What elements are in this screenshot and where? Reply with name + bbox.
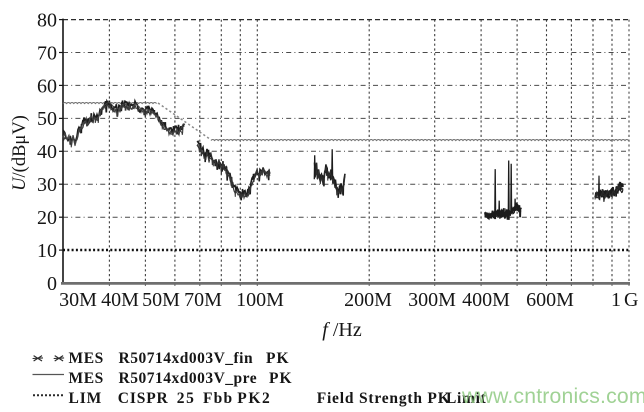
svg-text:70M: 70M [184, 289, 222, 311]
svg-text:20: 20 [37, 207, 57, 229]
svg-text:Limit: Limit [446, 390, 487, 407]
svg-text:PK: PK [266, 350, 290, 367]
svg-text:R50714xd003V_fin: R50714xd003V_fin [119, 350, 254, 367]
svg-text:100M: 100M [236, 289, 284, 311]
svg-text:40: 40 [37, 141, 57, 163]
svg-text:10: 10 [37, 240, 57, 262]
svg-text:R50714xd003V_pre: R50714xd003V_pre [119, 370, 258, 387]
svg-text:50: 50 [37, 108, 57, 130]
svg-text:PK: PK [269, 370, 293, 387]
svg-text:f /Hz: f /Hz [322, 319, 362, 341]
svg-text:1G: 1G [611, 289, 641, 311]
svg-text:300M: 300M [408, 289, 456, 311]
svg-text:Field Strength PK: Field Strength PK [317, 390, 451, 407]
svg-text:70: 70 [37, 42, 57, 64]
svg-text:600M: 600M [526, 289, 574, 311]
svg-text:Fbb: Fbb [203, 390, 233, 407]
svg-text:400M: 400M [462, 289, 510, 311]
svg-text:U/(dBμV): U/(dBμV) [10, 115, 30, 191]
svg-text:30: 30 [37, 174, 57, 196]
svg-text:40M: 40M [101, 289, 139, 311]
svg-text:0: 0 [47, 273, 57, 295]
svg-text:MES: MES [69, 370, 104, 387]
svg-text:LIM: LIM [69, 390, 103, 407]
svg-text:60: 60 [37, 75, 57, 97]
svg-text:50M: 50M [142, 289, 180, 311]
svg-text:www.cntronics.com: www.cntronics.com [461, 385, 644, 408]
svg-text:25: 25 [177, 390, 196, 407]
svg-text:PK2: PK2 [237, 390, 271, 407]
svg-text:200M: 200M [344, 289, 392, 311]
svg-text:80: 80 [37, 9, 57, 31]
svg-text:MES: MES [69, 350, 104, 367]
svg-text:30M: 30M [59, 289, 97, 311]
svg-text:CISPR: CISPR [118, 390, 169, 407]
